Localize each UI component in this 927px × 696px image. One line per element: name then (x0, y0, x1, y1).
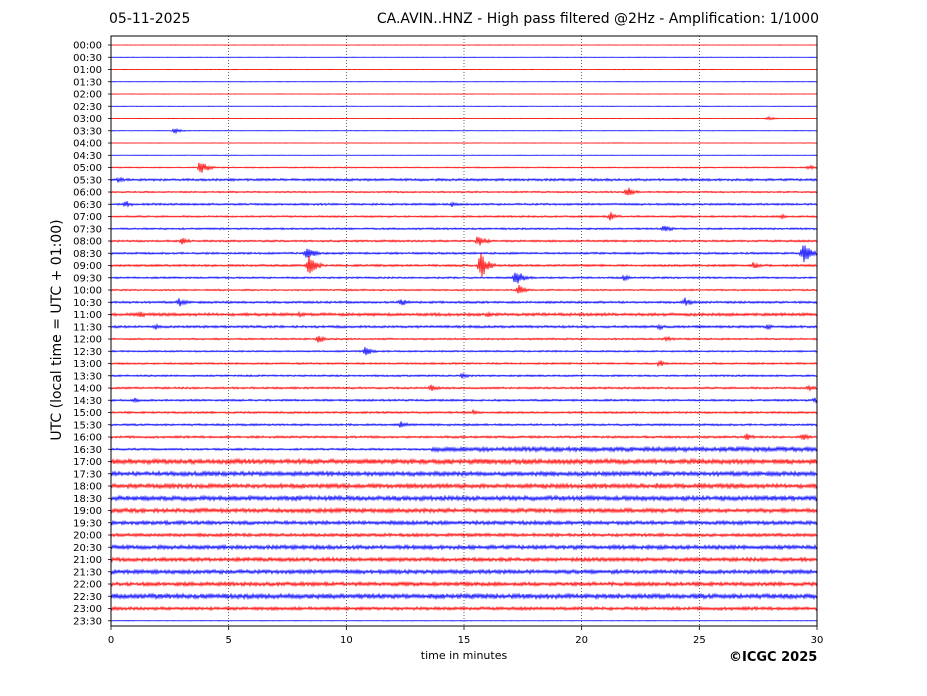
plot-frame (110, 35, 818, 627)
y-tick-label: 18:00 (73, 482, 102, 493)
y-tick-label: 16:00 (73, 433, 102, 444)
x-tick-label: 10 (340, 635, 353, 646)
y-tick-label: 19:00 (73, 506, 102, 517)
y-tick-label: 09:30 (73, 273, 102, 284)
trace-1030 (110, 297, 818, 307)
y-tick-label: 09:00 (73, 261, 102, 272)
trace-1430 (110, 397, 818, 404)
x-tick-label: 30 (811, 635, 824, 646)
y-tick-label: 04:30 (73, 151, 102, 162)
y-tick-label: 17:00 (73, 457, 102, 468)
y-tick-label: 13:30 (73, 371, 102, 382)
y-tick-label: 23:30 (73, 616, 102, 627)
y-tick-label: 14:00 (73, 384, 102, 395)
y-tick-label: 11:00 (73, 310, 102, 321)
trace-0300 (110, 115, 818, 121)
y-tick-label: 22:30 (73, 592, 102, 603)
trace-0800 (110, 236, 818, 246)
trace-2030 (110, 543, 818, 551)
chart-title: CA.AVIN..HNZ - High pass filtered @2Hz -… (376, 11, 819, 27)
y-tick-label: 12:30 (73, 347, 102, 358)
trace-1630 (110, 445, 818, 454)
y-tick-label: 22:00 (73, 580, 102, 591)
y-tick-label: 08:00 (73, 237, 102, 248)
trace-0430 (110, 154, 818, 156)
y-tick-label: 20:30 (73, 543, 102, 554)
y-tick-label: 20:00 (73, 531, 102, 542)
y-tick-label: 17:30 (73, 469, 102, 480)
y-tick-label: 01:00 (73, 65, 102, 76)
trace-0330 (110, 127, 818, 135)
y-tick-label: 15:00 (73, 408, 102, 419)
y-tick-label: 15:30 (73, 420, 102, 431)
y-tick-label: 07:30 (73, 224, 102, 235)
y-tick-label: 00:00 (73, 41, 102, 52)
trace-0900 (110, 253, 818, 277)
y-tick-label: 21:00 (73, 555, 102, 566)
trace-0830 (110, 245, 818, 263)
trace-1000 (110, 284, 818, 294)
y-tick-label: 04:00 (73, 139, 102, 150)
y-tick-label: 05:00 (73, 163, 102, 174)
x-tick-label: 15 (458, 635, 471, 646)
y-tick-label: 05:30 (73, 175, 102, 186)
trace-1500 (110, 408, 818, 416)
y-tick-label: 08:30 (73, 249, 102, 260)
trace-2130 (110, 568, 818, 576)
y-tick-label: 01:30 (73, 77, 102, 88)
trace-1800 (110, 482, 818, 490)
copyright-text: ©ICGC 2025 (729, 650, 818, 665)
y-tick-label: 07:00 (73, 212, 102, 223)
x-tick-label: 5 (225, 635, 231, 646)
y-tick-label: 11:30 (73, 322, 102, 333)
x-tick-label: 25 (693, 635, 706, 646)
y-tick-label: 14:30 (73, 396, 102, 407)
y-tick-label: 06:00 (73, 188, 102, 199)
trace-1730 (110, 470, 818, 478)
trace-0930 (110, 272, 818, 284)
trace-2200 (110, 580, 818, 588)
trace-0600 (110, 187, 818, 196)
trace-1830 (110, 494, 818, 503)
y-tick-label: 23:00 (73, 604, 102, 615)
y-tick-label: 02:00 (73, 90, 102, 101)
y-tick-label: 10:00 (73, 286, 102, 297)
x-tick-label: 20 (575, 635, 588, 646)
y-tick-label: 13:00 (73, 359, 102, 370)
y-tick-label: 03:30 (73, 126, 102, 137)
x-axis-label: time in minutes (420, 649, 508, 662)
trace-0500 (110, 162, 818, 173)
trace-1530 (110, 421, 818, 428)
y-tick-label: 06:30 (73, 200, 102, 211)
y-tick-label: 03:00 (73, 114, 102, 125)
y-tick-label: 02:30 (73, 102, 102, 113)
y-tick-label: 00:30 (73, 53, 102, 64)
x-axis: 0 5 10 15 20 25 30 (108, 626, 824, 646)
header-date: 05-11-2025 (109, 11, 191, 27)
y-tick-label: 18:30 (73, 494, 102, 505)
y-tick-label: 10:30 (73, 298, 102, 309)
y-tick-label: 19:30 (73, 518, 102, 529)
x-tick-label: 0 (108, 635, 114, 646)
grid-group (228, 36, 700, 626)
y-tick-label: 21:30 (73, 567, 102, 578)
y-tick-label: 12:00 (73, 335, 102, 346)
y-tick-label: 16:30 (73, 445, 102, 456)
